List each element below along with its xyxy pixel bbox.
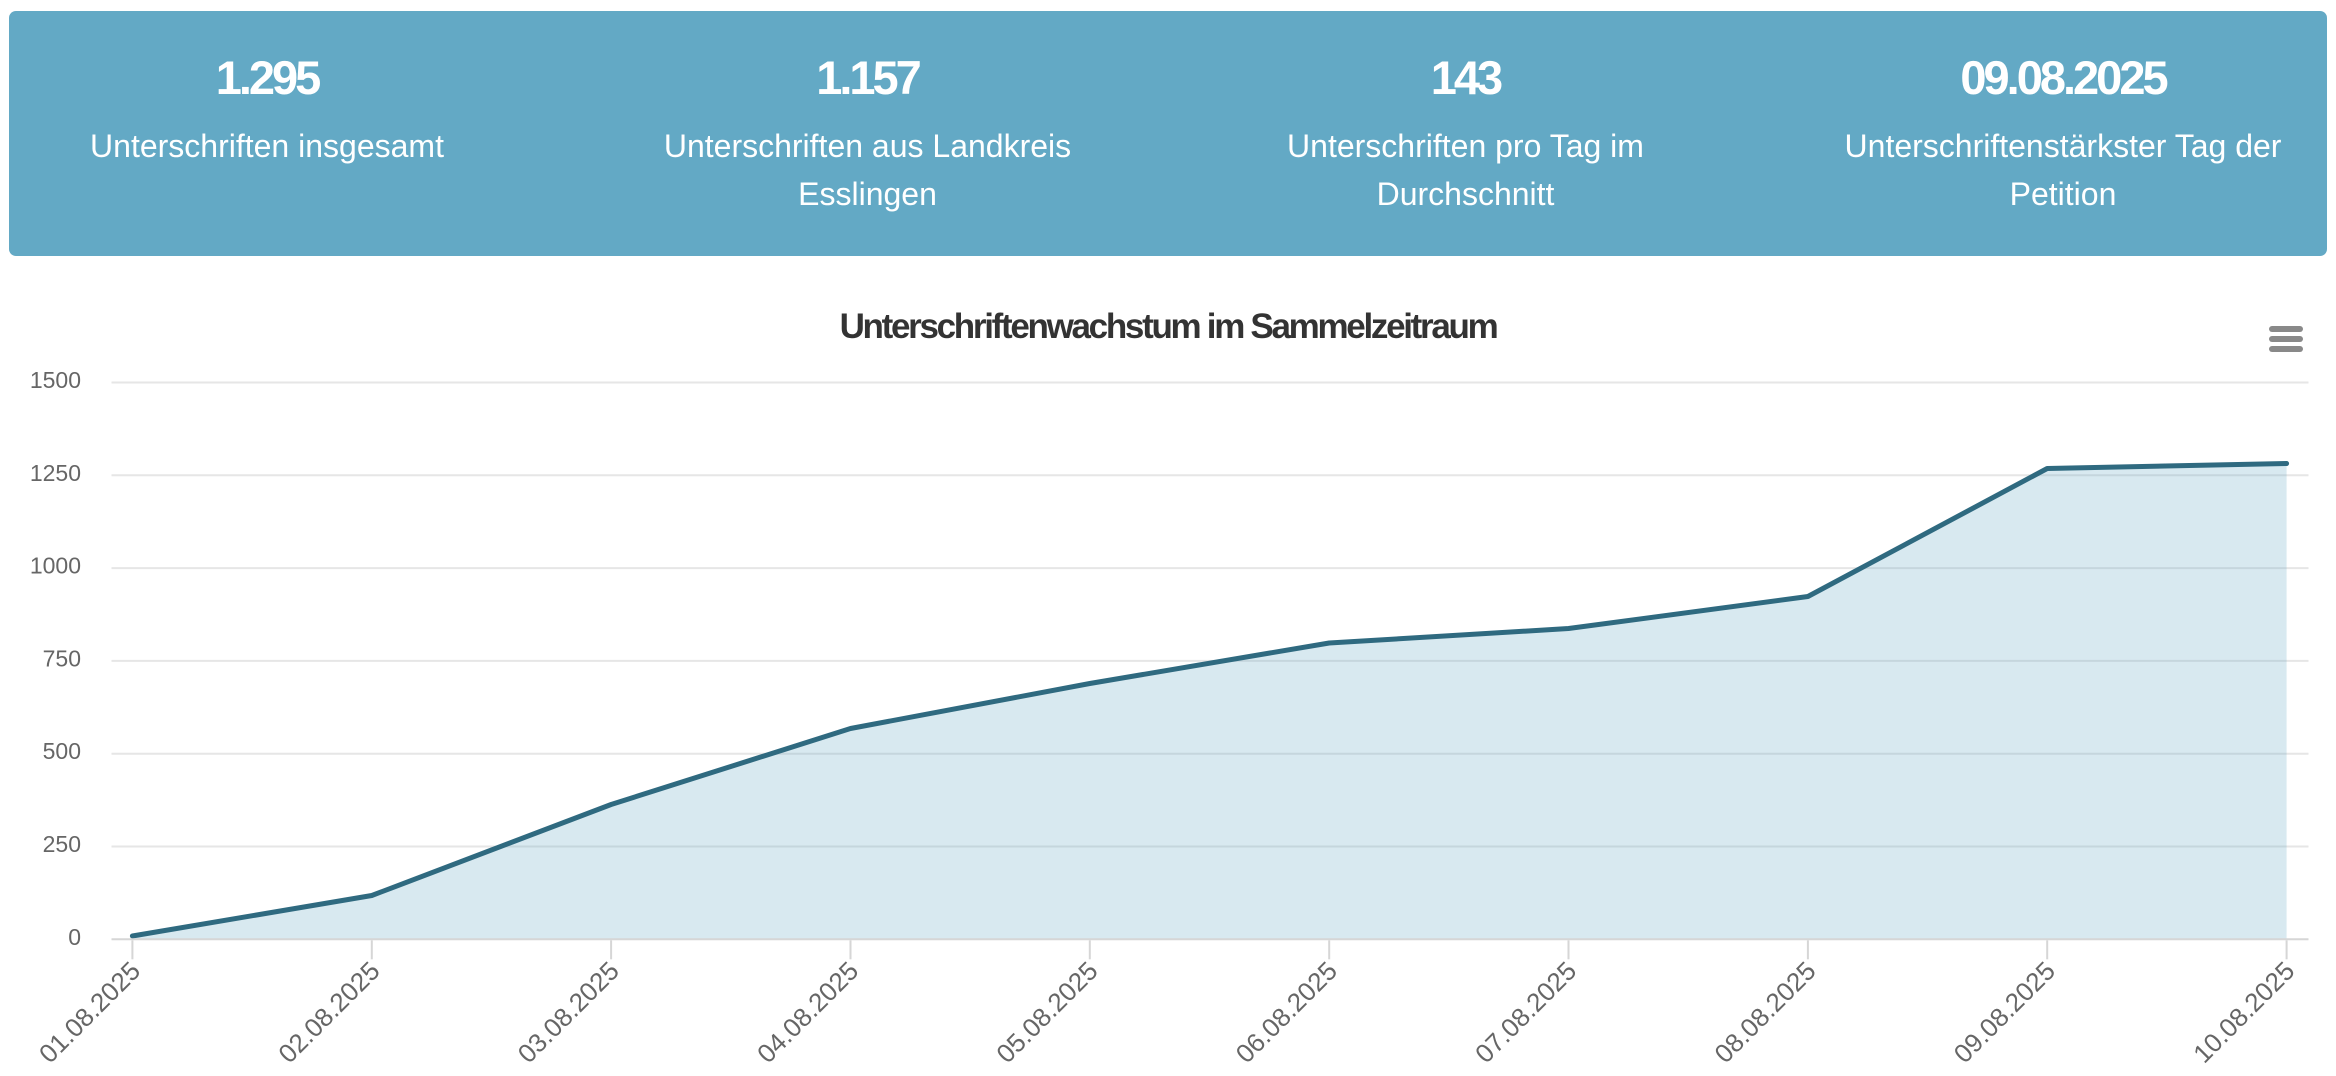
svg-text:250: 250: [43, 831, 81, 857]
svg-text:03.08.2025: 03.08.2025: [512, 956, 625, 1069]
svg-text:1000: 1000: [30, 553, 81, 579]
svg-text:05.08.2025: 05.08.2025: [990, 956, 1103, 1069]
svg-text:0: 0: [68, 924, 81, 950]
svg-text:500: 500: [43, 738, 81, 764]
svg-text:01.08.2025: 01.08.2025: [33, 956, 146, 1069]
svg-text:09.08.2025: 09.08.2025: [1948, 956, 2061, 1069]
svg-text:07.08.2025: 07.08.2025: [1469, 956, 1582, 1069]
svg-text:10.08.2025: 10.08.2025: [2187, 956, 2300, 1069]
svg-text:1250: 1250: [30, 460, 81, 486]
svg-text:08.08.2025: 08.08.2025: [1708, 956, 1821, 1069]
svg-text:Unterschriftenwachstum im Samm: Unterschriftenwachstum im Sammelzeitraum: [840, 307, 1497, 346]
svg-text:750: 750: [43, 645, 81, 671]
svg-text:02.08.2025: 02.08.2025: [272, 956, 385, 1069]
svg-text:06.08.2025: 06.08.2025: [1230, 956, 1343, 1069]
svg-text:04.08.2025: 04.08.2025: [751, 956, 864, 1069]
svg-text:1500: 1500: [30, 367, 81, 393]
